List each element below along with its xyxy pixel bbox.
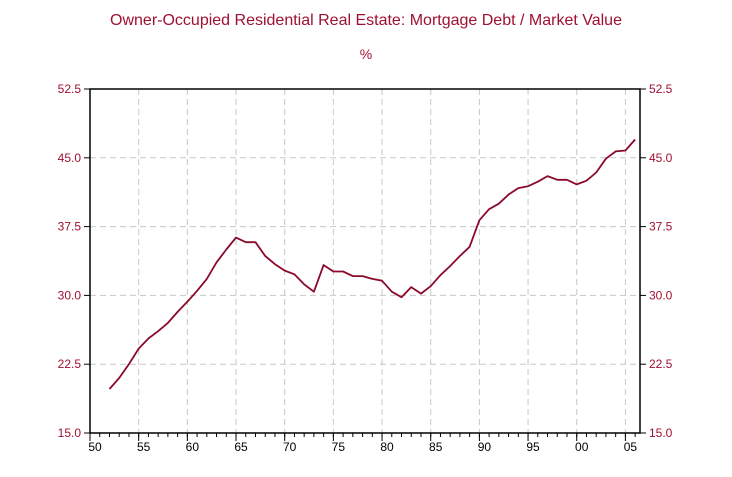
x-tick-label: 50 bbox=[88, 440, 102, 454]
chart-title: Owner-Occupied Residential Real Estate: … bbox=[110, 12, 622, 29]
x-tick-label: 00 bbox=[575, 440, 589, 454]
x-tick-label: 75 bbox=[332, 440, 346, 454]
x-tick-label: 60 bbox=[186, 440, 200, 454]
series-line bbox=[108, 138, 636, 390]
y-tick-label-left: 30.0 bbox=[58, 288, 82, 302]
x-tick-label: 90 bbox=[478, 440, 492, 454]
x-tick-label: 85 bbox=[429, 440, 443, 454]
y-tick-label-right: 37.5 bbox=[649, 220, 673, 234]
x-tick-label: 55 bbox=[137, 440, 151, 454]
x-tick-label: 95 bbox=[526, 440, 540, 454]
plot-frame bbox=[89, 88, 641, 434]
y-tick-label-right: 15.0 bbox=[649, 426, 673, 440]
y-tick-label-left: 52.5 bbox=[58, 82, 82, 96]
y-tick-label-right: 30.0 bbox=[649, 288, 673, 302]
y-tick-label-right: 22.5 bbox=[649, 357, 673, 371]
y-tick-label-left: 15.0 bbox=[58, 426, 82, 440]
y-tick-label-right: 45.0 bbox=[649, 151, 673, 165]
x-tick-label: 05 bbox=[624, 440, 638, 454]
x-tick-label: 80 bbox=[380, 440, 394, 454]
y-tick-label-left: 22.5 bbox=[58, 357, 82, 371]
x-tick-label: 65 bbox=[234, 440, 248, 454]
x-tick-label: 70 bbox=[283, 440, 297, 454]
y-tick-label-right: 52.5 bbox=[649, 82, 673, 96]
chart-subtitle: % bbox=[359, 46, 373, 62]
y-tick-label-left: 37.5 bbox=[58, 220, 82, 234]
y-tick-label-left: 45.0 bbox=[58, 151, 82, 165]
